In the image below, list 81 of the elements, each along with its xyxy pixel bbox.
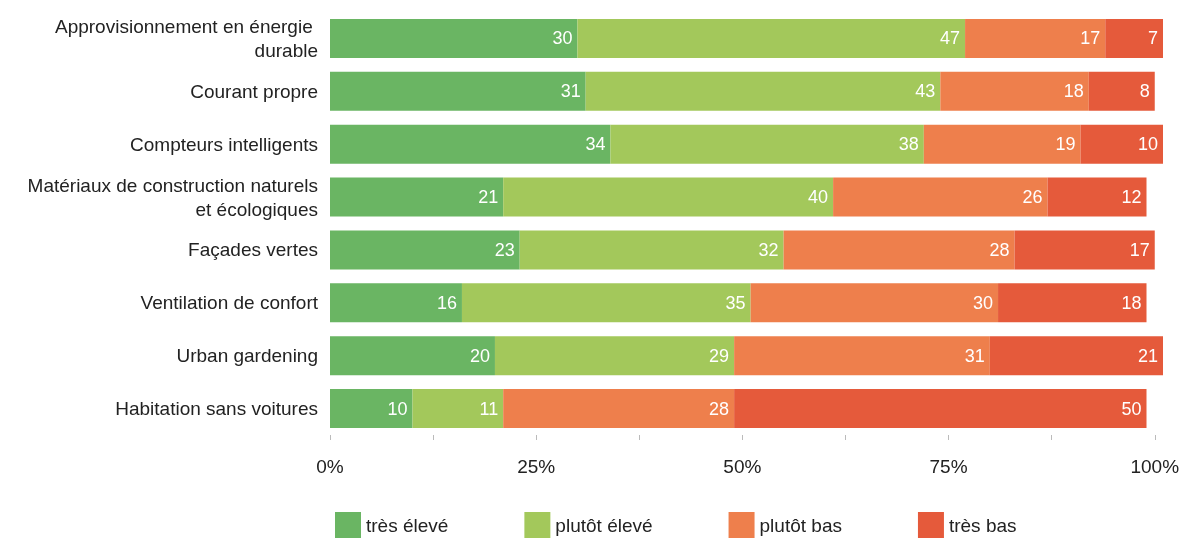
bar	[330, 336, 495, 376]
data-label: 30	[973, 292, 994, 313]
bar	[412, 389, 504, 429]
bar	[940, 71, 1089, 111]
x-tick-label: 100%	[1130, 456, 1180, 477]
legend-label: très élevé	[366, 514, 449, 536]
data-label: 35	[725, 292, 746, 313]
bar	[734, 336, 990, 376]
data-label: 38	[898, 134, 919, 155]
data-label: 17	[1080, 28, 1101, 49]
bar	[461, 283, 751, 323]
bar	[519, 230, 784, 270]
data-label: 28	[989, 239, 1010, 260]
data-label: 23	[494, 239, 515, 260]
bar	[989, 336, 1163, 376]
data-label: 20	[469, 345, 490, 366]
data-label: 32	[758, 239, 779, 260]
data-label: 17	[1129, 239, 1150, 260]
bar	[330, 71, 586, 111]
bar	[330, 283, 462, 323]
bar	[1088, 71, 1155, 111]
x-tick-label: 0%	[316, 456, 344, 477]
bar	[585, 71, 941, 111]
data-label: 8	[1139, 81, 1150, 102]
bar	[833, 177, 1048, 217]
bar	[1047, 177, 1147, 217]
bar	[610, 124, 924, 164]
y-tick-label: Approvisionnement en énergie durable	[54, 15, 318, 61]
data-label: 21	[478, 187, 499, 208]
data-label: 50	[1121, 398, 1142, 419]
legend-label: plutôt bas	[759, 514, 842, 536]
bar	[577, 18, 966, 58]
bar	[923, 124, 1081, 164]
data-label: 40	[808, 187, 829, 208]
bar	[503, 177, 834, 217]
bar	[494, 336, 735, 376]
bar	[965, 18, 1106, 58]
bar	[1080, 124, 1163, 164]
x-tick-label: 50%	[723, 456, 762, 477]
data-label: 47	[940, 28, 961, 49]
data-label: 10	[1137, 134, 1158, 155]
bar	[330, 389, 413, 429]
data-label: 18	[1063, 81, 1084, 102]
y-tick-label: Ventilation de confort	[140, 292, 319, 314]
bar	[998, 283, 1147, 323]
bar	[1014, 230, 1155, 270]
bar	[330, 18, 578, 58]
data-label: 26	[1022, 187, 1043, 208]
bar	[330, 124, 611, 164]
y-tick-label: Courant propre	[190, 80, 318, 102]
bar	[330, 230, 520, 270]
bar	[783, 230, 1015, 270]
bar	[330, 177, 504, 217]
data-label: 19	[1055, 134, 1076, 155]
data-label: 34	[585, 134, 606, 155]
data-label: 11	[479, 398, 499, 419]
data-label: 10	[387, 398, 408, 419]
data-label: 29	[709, 345, 730, 366]
legend-label: plutôt élevé	[555, 514, 653, 536]
data-label: 18	[1121, 292, 1142, 313]
bar	[750, 283, 999, 323]
data-label: 31	[964, 345, 985, 366]
data-label: 16	[436, 292, 457, 313]
data-label: 7	[1147, 28, 1158, 49]
y-tick-label: Matériaux de construction naturels et écologiques	[27, 174, 318, 220]
bar	[734, 389, 1147, 429]
y-tick-label: Façades vertes	[188, 239, 318, 261]
data-label: 30	[552, 28, 573, 49]
x-tick-label: 75%	[929, 456, 968, 477]
bar	[1105, 18, 1163, 58]
data-label: 12	[1121, 187, 1142, 208]
x-tick-label: 25%	[517, 456, 556, 477]
y-tick-label: Compteurs intelligents	[130, 133, 318, 155]
y-tick-label: Habitation sans voitures	[115, 398, 318, 420]
legend-label: très bas	[948, 514, 1017, 536]
data-label: 43	[915, 81, 936, 102]
data-label: 28	[709, 398, 730, 419]
bar	[503, 389, 735, 429]
data-label: 31	[560, 81, 581, 102]
data-label: 21	[1137, 345, 1158, 366]
y-tick-label: Urban gardening	[176, 345, 318, 367]
